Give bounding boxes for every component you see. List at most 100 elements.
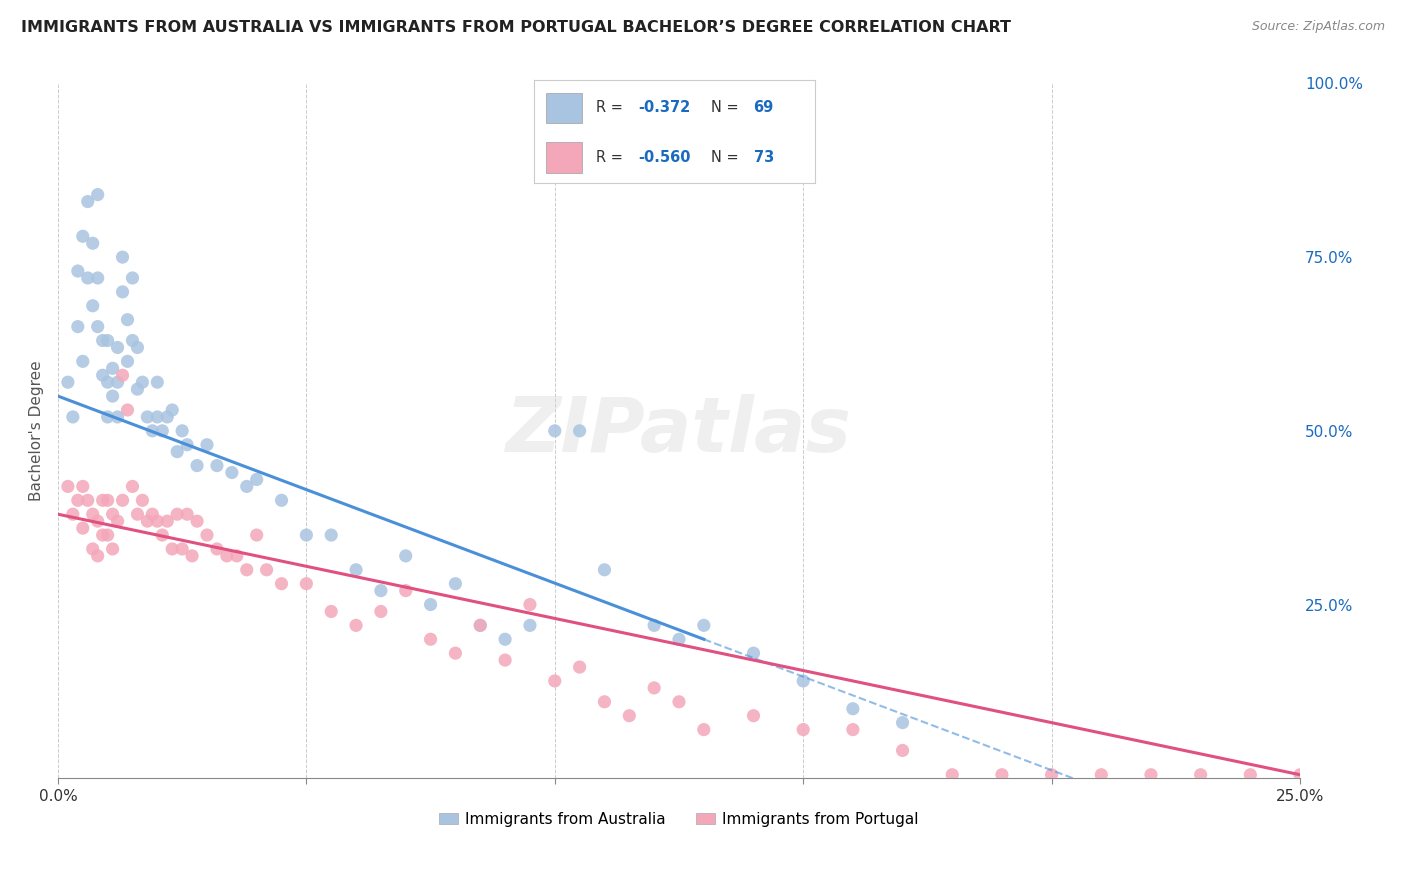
Point xyxy=(176,507,198,521)
Point xyxy=(62,507,84,521)
Text: R =: R = xyxy=(596,150,627,165)
Point xyxy=(72,479,94,493)
Point xyxy=(544,673,567,688)
Point xyxy=(166,507,188,521)
Point xyxy=(150,528,173,542)
Point xyxy=(117,403,139,417)
Point xyxy=(150,424,173,438)
Point xyxy=(395,583,418,598)
Point xyxy=(86,187,108,202)
Text: IMMIGRANTS FROM AUSTRALIA VS IMMIGRANTS FROM PORTUGAL BACHELOR’S DEGREE CORRELAT: IMMIGRANTS FROM AUSTRALIA VS IMMIGRANTS … xyxy=(21,20,1011,35)
Point xyxy=(136,514,159,528)
Point xyxy=(82,507,104,521)
Point xyxy=(693,723,716,737)
Point xyxy=(86,514,108,528)
Point xyxy=(344,618,367,632)
Point xyxy=(166,444,188,458)
Text: N =: N = xyxy=(711,101,744,115)
Point xyxy=(91,334,114,348)
Point xyxy=(1289,768,1312,782)
Point xyxy=(146,375,169,389)
Point xyxy=(66,493,89,508)
Point xyxy=(111,285,134,299)
Point xyxy=(742,646,765,660)
Point xyxy=(82,236,104,251)
Point xyxy=(295,576,318,591)
Point xyxy=(470,618,492,632)
Legend: Immigrants from Australia, Immigrants from Portugal: Immigrants from Australia, Immigrants fr… xyxy=(433,805,925,833)
Point xyxy=(891,743,914,757)
Point xyxy=(76,271,98,285)
Text: Source: ZipAtlas.com: Source: ZipAtlas.com xyxy=(1251,20,1385,33)
Point xyxy=(370,605,392,619)
Point xyxy=(593,695,616,709)
Point xyxy=(544,424,567,438)
Point xyxy=(991,768,1014,782)
Point xyxy=(1040,768,1063,782)
Point xyxy=(270,493,292,508)
Point xyxy=(792,673,814,688)
Point xyxy=(172,541,194,556)
Y-axis label: Bachelor's Degree: Bachelor's Degree xyxy=(30,360,44,501)
Point xyxy=(131,375,153,389)
Point xyxy=(1090,768,1112,782)
Point xyxy=(494,653,516,667)
Point xyxy=(127,507,149,521)
Point xyxy=(181,549,204,563)
Point xyxy=(321,528,343,542)
Point xyxy=(82,541,104,556)
Point xyxy=(101,361,124,376)
Point xyxy=(221,466,243,480)
Text: 69: 69 xyxy=(754,101,773,115)
Point xyxy=(186,514,208,528)
Point xyxy=(121,271,143,285)
Point xyxy=(111,368,134,383)
Point xyxy=(86,271,108,285)
Point xyxy=(256,563,278,577)
Point xyxy=(97,528,120,542)
Point xyxy=(246,528,269,542)
Point xyxy=(419,598,441,612)
Point xyxy=(117,354,139,368)
Text: -0.372: -0.372 xyxy=(638,101,690,115)
Point xyxy=(225,549,247,563)
Point xyxy=(86,319,108,334)
Point xyxy=(146,514,169,528)
Point xyxy=(146,409,169,424)
Point xyxy=(494,632,516,647)
Point xyxy=(842,723,865,737)
Point xyxy=(56,375,79,389)
Point xyxy=(107,409,129,424)
Point xyxy=(101,389,124,403)
Point xyxy=(593,563,616,577)
Point xyxy=(117,312,139,326)
Point xyxy=(91,368,114,383)
Point xyxy=(235,479,257,493)
Point xyxy=(131,493,153,508)
Point xyxy=(160,541,183,556)
Point xyxy=(91,493,114,508)
Point xyxy=(72,229,94,244)
Point xyxy=(792,723,814,737)
Text: -0.560: -0.560 xyxy=(638,150,690,165)
Point xyxy=(156,514,179,528)
Point xyxy=(370,583,392,598)
Point xyxy=(101,507,124,521)
Point xyxy=(127,382,149,396)
Point xyxy=(470,618,492,632)
Point xyxy=(91,528,114,542)
Point xyxy=(1339,768,1361,782)
Point xyxy=(76,194,98,209)
Point xyxy=(643,681,665,695)
Point xyxy=(1140,768,1163,782)
Point xyxy=(246,473,269,487)
Point xyxy=(941,768,963,782)
Point xyxy=(86,549,108,563)
Bar xyxy=(546,93,582,123)
Point xyxy=(72,521,94,535)
Point xyxy=(215,549,238,563)
Point xyxy=(568,424,591,438)
Point xyxy=(1313,768,1336,782)
Point xyxy=(107,375,129,389)
Point xyxy=(891,715,914,730)
